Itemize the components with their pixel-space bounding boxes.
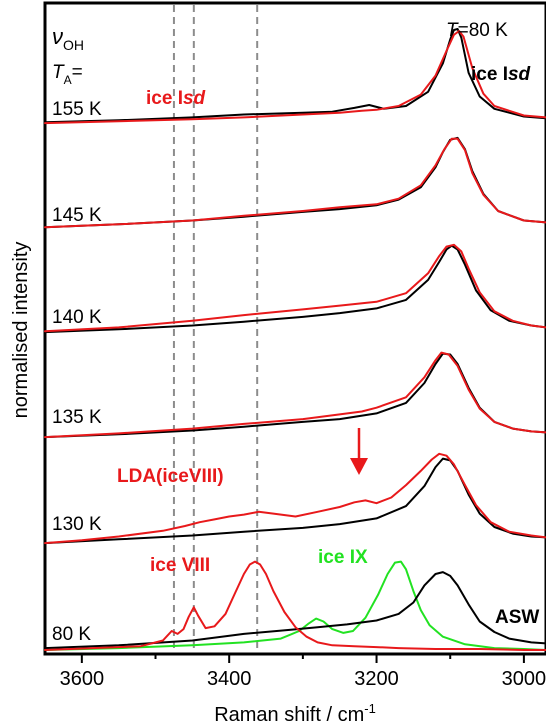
ta-label: TA= (52, 62, 83, 87)
temp-label-140: 140 K (52, 307, 102, 328)
spectrum-80k-black (44, 571, 546, 650)
spectrum-130k-black (44, 457, 546, 545)
ice-ix-label: ice IX (318, 547, 368, 568)
ice-isd-red-label: ice Isd (146, 88, 206, 109)
x-tick-label: 3600 (60, 668, 105, 690)
temp-label-135: 135 K (52, 407, 102, 428)
red-arrow-icon (350, 428, 368, 475)
spectrum-155k-red (44, 30, 546, 125)
spectrum-140k-red (44, 243, 546, 333)
nu-oh-label: νOH (52, 24, 84, 53)
temp-label-155: 155 K (52, 99, 102, 120)
spectrum-80k-green (44, 560, 546, 651)
spectrum-135k-red (44, 351, 546, 439)
y-axis-title: normalised intensity (10, 242, 32, 419)
spectrum-145k-red (44, 137, 546, 229)
measure-temperature-label: T=80 K (446, 20, 508, 41)
asw-label: ASW (495, 607, 539, 628)
x-tick-label: 3200 (354, 668, 399, 690)
plot-frame (43, 1, 546, 656)
temp-label-145: 145 K (52, 205, 102, 226)
x-tick-label: 3000 (502, 668, 546, 690)
lda-label: LDA(iceVIII) (117, 466, 224, 487)
spectrum-130k-red (44, 452, 546, 545)
ice-isd-black-label: ice Isd (471, 64, 531, 85)
temp-label-130: 130 K (52, 514, 102, 535)
spectrum-155k-black (44, 28, 546, 124)
x-tick-label: 3400 (207, 668, 252, 690)
spectrum-140k-black (44, 244, 546, 334)
x-axis-ticks (80, 654, 525, 663)
temp-label-80: 80 K (52, 624, 91, 645)
ice-viii-label: ice VIII (150, 555, 210, 576)
spectra (44, 28, 546, 651)
x-axis-tick-labels: 3600 3400 3200 3000 (60, 668, 546, 690)
spectrum-80k-red (44, 560, 546, 651)
spectrum-145k-black (44, 136, 546, 229)
x-axis-title: Raman shift / cm-1 (214, 701, 376, 726)
